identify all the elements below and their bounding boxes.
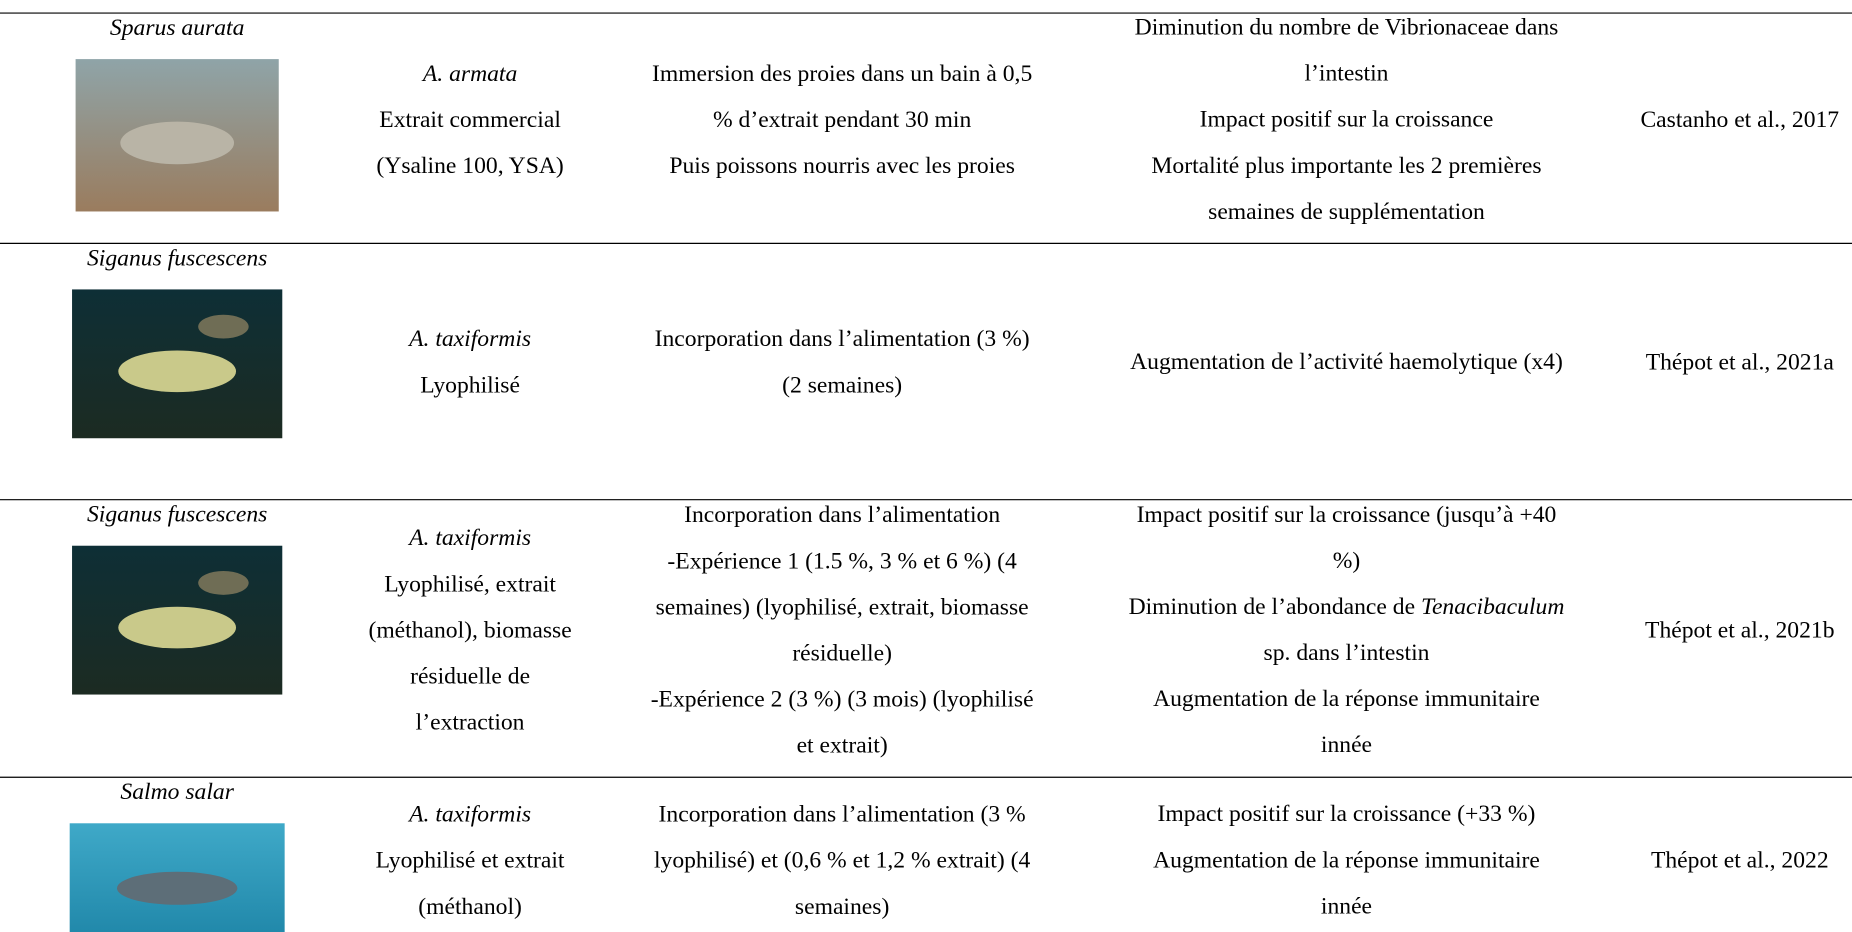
effect-line: Augmentation de l’activité haemolytique … bbox=[1130, 349, 1563, 375]
fish-shape bbox=[118, 350, 237, 393]
fish-shape bbox=[198, 571, 249, 595]
species-name: Siganus fuscescens bbox=[87, 502, 267, 528]
fish-shape bbox=[118, 606, 237, 649]
alga-name: A. armata bbox=[421, 61, 517, 87]
alga-form: Lyophilisé bbox=[420, 372, 520, 398]
effect-segment: Impact positif sur la croissance bbox=[1200, 107, 1494, 133]
method-line: % d’extrait pendant 30 min bbox=[713, 107, 972, 133]
effect-line: sp. dans l’intestin bbox=[1264, 640, 1430, 666]
reference: Castanho et al., 2017 bbox=[1640, 107, 1839, 133]
effect-segment: Augmentation de l’activité haemolytique … bbox=[1130, 349, 1563, 375]
effect-line: Impact positif sur la croissance (+33 %) bbox=[1158, 802, 1536, 828]
method-line: et extrait) bbox=[797, 733, 888, 759]
alga-name: A. taxiformis bbox=[407, 326, 531, 352]
method-line: semaines) bbox=[795, 894, 889, 920]
fish-shape bbox=[120, 121, 235, 165]
effect-line: %) bbox=[1333, 548, 1361, 574]
effect-segment: Augmentation de la réponse immunitaire bbox=[1153, 848, 1540, 874]
species-name: Salmo salar bbox=[120, 779, 234, 805]
effect-segment: semaines de supplémentation bbox=[1208, 199, 1485, 225]
method-line: -Expérience 2 (3 %) (3 mois) (lyophilisé bbox=[651, 686, 1034, 712]
effect-line: semaines de supplémentation bbox=[1208, 199, 1485, 225]
effect-line: Diminution du nombre de Vibrionaceae dan… bbox=[1135, 15, 1559, 41]
effect-segment: sp. dans l’intestin bbox=[1264, 640, 1430, 666]
alga-form: Extrait commercial bbox=[379, 107, 561, 133]
alga-form: (méthanol), biomasse bbox=[368, 617, 571, 643]
method-line: Immersion des proies dans un bain à 0,5 bbox=[652, 61, 1032, 87]
effect-line: Impact positif sur la croissance bbox=[1200, 107, 1494, 133]
method-line: Incorporation dans l’alimentation bbox=[684, 502, 1000, 528]
effect-line: Impact positif sur la croissance (jusqu’… bbox=[1137, 502, 1557, 528]
effect-segment: Tenacibaculum bbox=[1421, 594, 1564, 620]
reference: Thépot et al., 2022 bbox=[1651, 848, 1829, 874]
effect-line: Diminution de l’abondance de Tenacibacul… bbox=[1129, 594, 1565, 620]
effect-line: innée bbox=[1321, 733, 1372, 759]
alga-form: l’extraction bbox=[416, 709, 525, 735]
fish-shape bbox=[198, 314, 249, 339]
effect-segment: Mortalité plus importante les 2 première… bbox=[1151, 153, 1541, 179]
method-line: Incorporation dans l’alimentation (3 %) bbox=[655, 326, 1030, 352]
alga-form: Lyophilisé et extrait bbox=[376, 848, 565, 874]
effect-segment: l’intestin bbox=[1305, 61, 1389, 87]
method-line: (2 semaines) bbox=[782, 372, 902, 398]
method-line: Incorporation dans l’alimentation (3 % bbox=[659, 802, 1026, 828]
reference: Thépot et al., 2021b bbox=[1645, 617, 1834, 643]
effect-line: Augmentation de la réponse immunitaire bbox=[1153, 848, 1540, 874]
alga-name: A. taxiformis bbox=[407, 802, 531, 828]
effect-line: Augmentation de la réponse immunitaire bbox=[1153, 686, 1540, 712]
effect-segment: Diminution de l’abondance de bbox=[1129, 594, 1421, 620]
fish-shape bbox=[116, 871, 238, 905]
alga-form: Lyophilisé, extrait bbox=[384, 571, 556, 597]
alga-form: (méthanol) bbox=[418, 894, 522, 920]
effect-line: Mortalité plus importante les 2 première… bbox=[1151, 153, 1541, 179]
alga-name: A. taxiformis bbox=[407, 525, 531, 551]
method-line: lyophilisé) et (0,6 % et 1,2 % extrait) … bbox=[654, 848, 1031, 874]
effect-line: innée bbox=[1321, 894, 1372, 920]
effect-segment: %) bbox=[1333, 548, 1361, 574]
effect-segment: Augmentation de la réponse immunitaire bbox=[1153, 686, 1540, 712]
alga-form: résiduelle de bbox=[410, 663, 530, 689]
method-line: semaines) (lyophilisé, extrait, biomasse bbox=[656, 594, 1029, 620]
method-line: résiduelle) bbox=[792, 640, 892, 666]
method-line: -Expérience 1 (1.5 %, 3 % et 6 %) (4 bbox=[667, 548, 1017, 574]
alga-form: (Ysaline 100, YSA) bbox=[376, 153, 563, 179]
species-name: Siganus fuscescens bbox=[87, 245, 267, 271]
effect-segment: Impact positif sur la croissance (jusqu’… bbox=[1137, 502, 1557, 528]
effect-segment: Impact positif sur la croissance (+33 %) bbox=[1158, 802, 1536, 828]
effect-segment: innée bbox=[1321, 894, 1372, 920]
effect-segment: Diminution du nombre de Vibrionaceae dan… bbox=[1135, 15, 1559, 41]
effect-line: l’intestin bbox=[1305, 61, 1389, 87]
reference: Thépot et al., 2021a bbox=[1646, 349, 1835, 375]
effect-segment: innée bbox=[1321, 733, 1372, 759]
species-name: Sparus aurata bbox=[110, 15, 244, 41]
method-line: Puis poissons nourris avec les proies bbox=[669, 153, 1015, 179]
